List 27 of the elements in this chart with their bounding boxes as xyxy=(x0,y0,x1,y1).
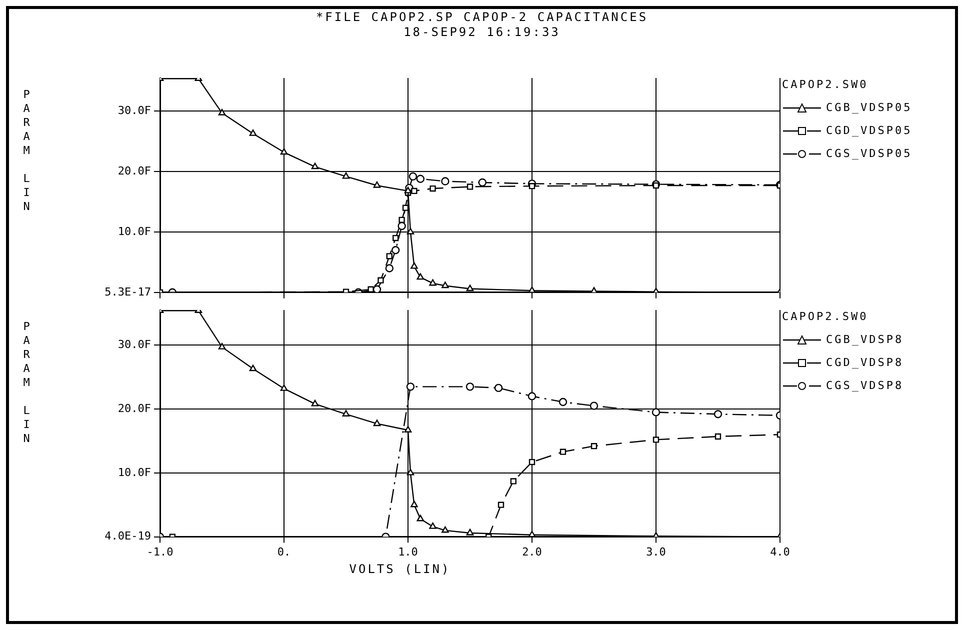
legend-label: CGS_VDSP8 xyxy=(826,379,904,392)
legend-label: CGB_VDSP8 xyxy=(826,333,904,346)
chart-title: *FILE CAPOP2.SP CAPOP-2 CAPACITANCES xyxy=(314,10,650,25)
x-tick-label: 3.0 xyxy=(646,545,666,558)
legend-title: CAPOP2.SW0 xyxy=(782,310,870,323)
legend-label: CGS_VDSP05 xyxy=(826,147,912,160)
x-axis-title: VOLTS (LIN) xyxy=(348,562,452,576)
y-tick-label: 30.0F xyxy=(118,104,151,118)
legend-label: CGD_VDSP05 xyxy=(826,124,912,137)
y-tick-label: 20.0F xyxy=(118,402,151,415)
x-tick-label: 4.0 xyxy=(770,545,790,558)
y-tick-label: 10.0F xyxy=(118,224,151,238)
legend-label: CGB_VDSP05 xyxy=(826,101,912,114)
y-axis-title: PARAM LIN xyxy=(20,88,33,214)
x-tick-label: -1.0 xyxy=(146,545,174,558)
y-tick-label: 10.0F xyxy=(118,466,151,479)
y-tick-label: 20.0F xyxy=(118,164,151,178)
chart-subtitle: 18-SEP92 16:19:33 xyxy=(402,25,562,40)
x-tick-label: 0. xyxy=(277,545,291,558)
legend-title: CAPOP2.SW0 xyxy=(782,78,870,91)
x-tick-label: 1.0 xyxy=(398,545,418,558)
y-tick-label: 5.3E-17 xyxy=(104,285,151,298)
y-tick-label: 4.0E-19 xyxy=(104,530,151,543)
x-tick-label: 2.0 xyxy=(522,545,542,558)
y-tick-label: 30.0F xyxy=(118,338,151,351)
y-axis-title: PARAM LIN xyxy=(20,320,33,446)
legend-label: CGD_VDSP8 xyxy=(826,356,904,369)
